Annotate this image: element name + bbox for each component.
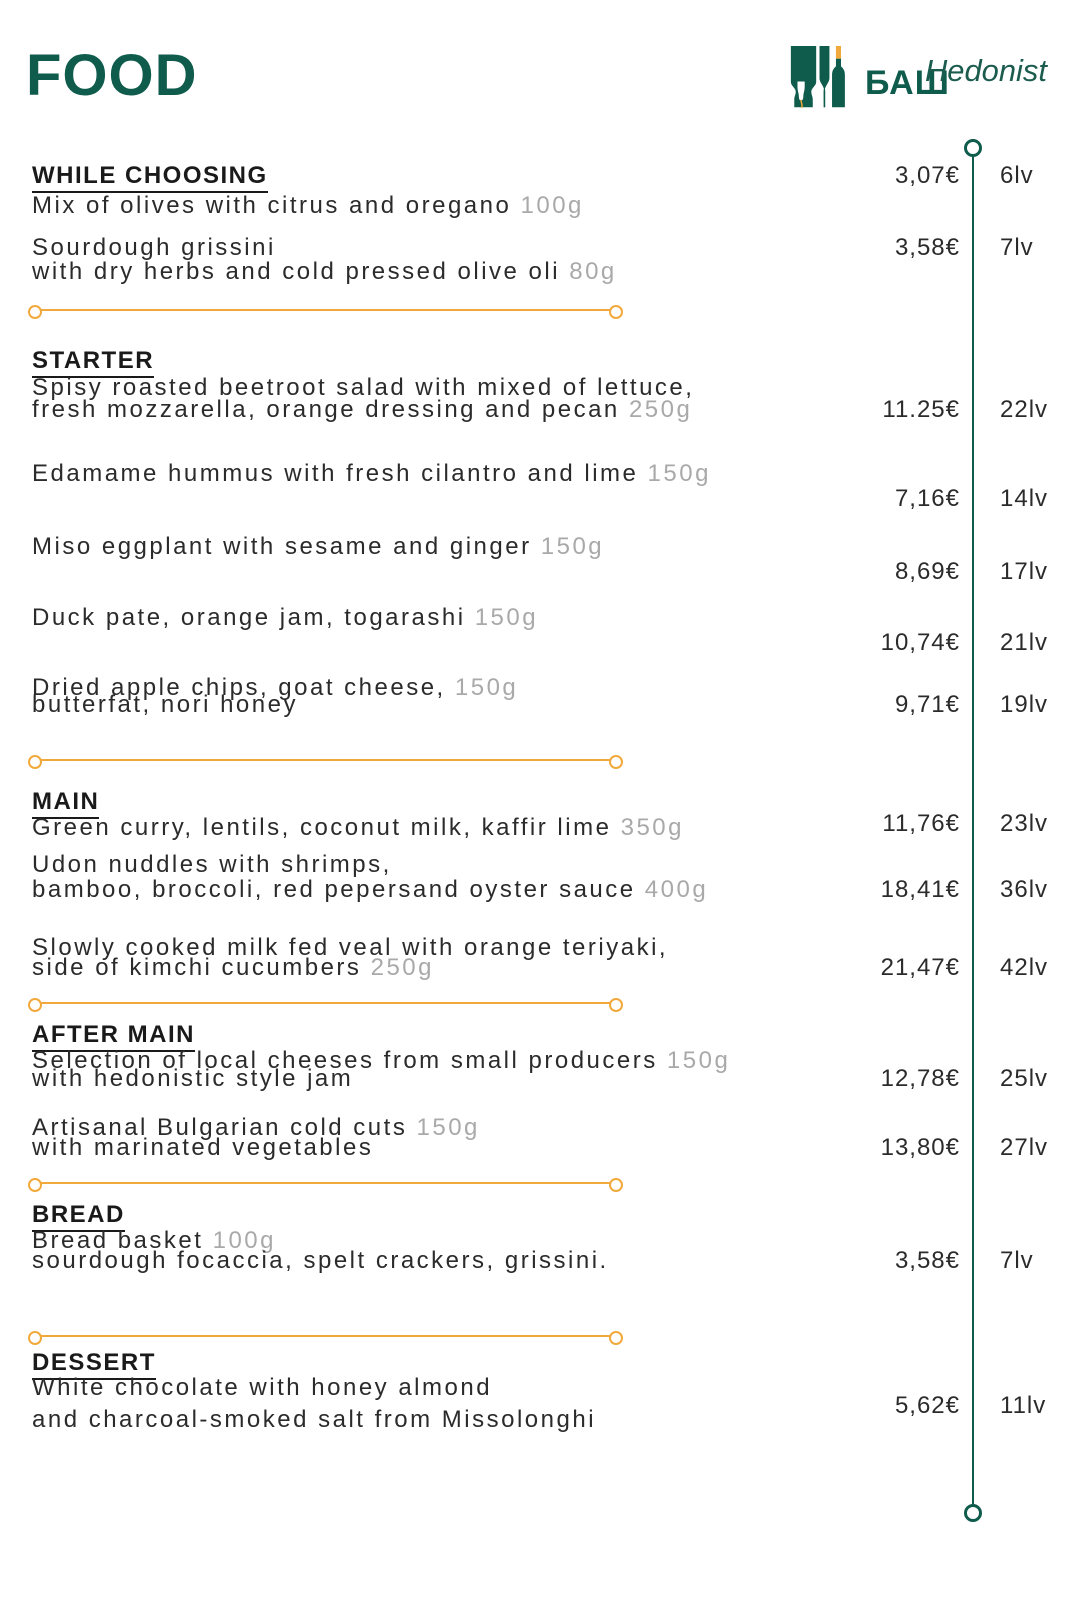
svg-text:Hedonist: Hedonist: [925, 53, 1048, 88]
